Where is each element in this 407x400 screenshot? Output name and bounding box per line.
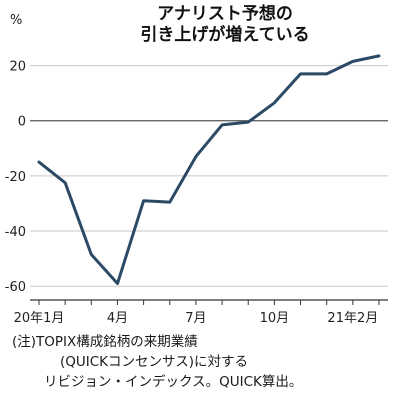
x-axis: 20年1月 4月 7月 10月 21年2月 <box>14 299 388 326</box>
footnote-line-3: リビジョン・インデックス。QUICK算出。 <box>44 374 303 390</box>
y-tick-label: -20 <box>5 170 26 185</box>
x-tick-label: 21年2月 <box>327 311 378 326</box>
y-tick-label: 20 <box>9 60 26 75</box>
y-axis-unit: % <box>10 13 22 28</box>
y-tick-label: 0 <box>18 115 26 130</box>
x-tick-label: 7月 <box>185 311 206 326</box>
chart-title-line-1: アナリスト予想の <box>157 3 293 24</box>
x-tick-label: 20年1月 <box>14 311 65 326</box>
line-chart: アナリスト予想の 引き上げが増えている % 20 0 -20 -40 -60 20年1月… <box>5 3 388 326</box>
chart-title-line-2: 引き上げが増えている <box>140 24 309 45</box>
y-tick-label: -40 <box>5 225 26 240</box>
y-tick-labels: 20 0 -20 -40 -60 <box>5 60 26 296</box>
x-tick-label: 10月 <box>260 311 290 326</box>
footnote-line-2: (QUICKコンセンサス)に対する <box>60 354 249 370</box>
y-tick-label: -60 <box>5 280 26 295</box>
gridlines <box>30 65 388 287</box>
footnote-line-1: (注)TOPIX構成銘柄の来期業績 <box>12 334 198 350</box>
series-line <box>37 54 381 285</box>
x-tick-label: 4月 <box>107 311 128 326</box>
